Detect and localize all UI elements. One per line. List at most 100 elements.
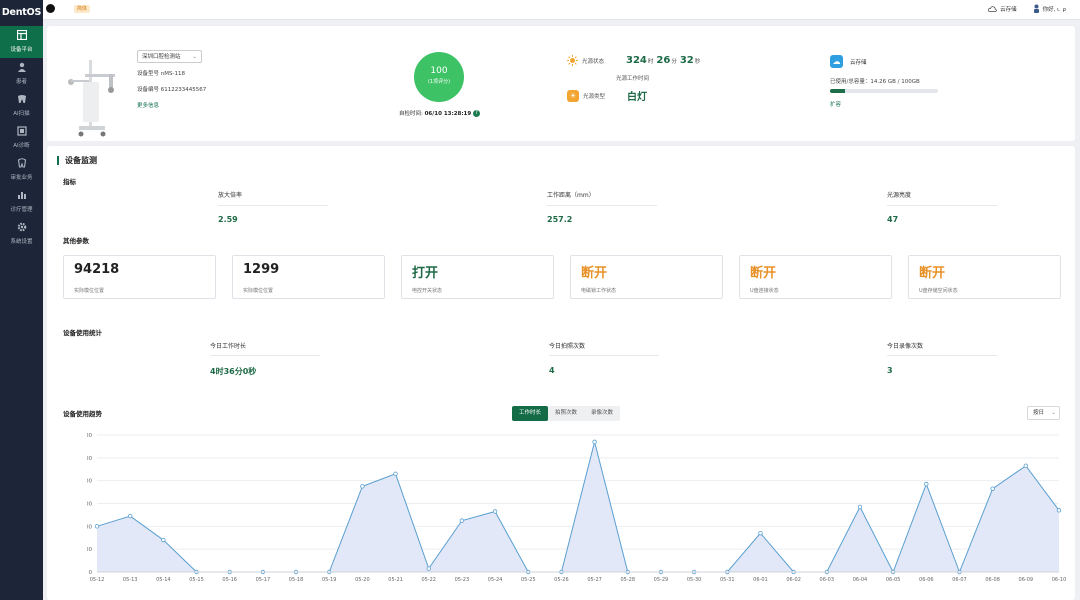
usage-value: 4时36分0秒 xyxy=(210,367,257,376)
x-tick-label: 05-25 xyxy=(521,577,536,583)
y-tick-label: 200 xyxy=(87,524,92,530)
param-card: 打开 电控开关状态 xyxy=(401,255,554,299)
cloud-icon xyxy=(988,5,997,12)
more-info-link[interactable]: 更多信息 xyxy=(137,103,160,109)
sidebar-item-label: AI诊断 xyxy=(13,143,30,149)
divider xyxy=(210,355,320,356)
data-point xyxy=(393,471,398,477)
x-tick-label: 05-14 xyxy=(156,577,171,583)
sidebar-item-approval[interactable]: 审批业务 xyxy=(0,154,43,186)
x-tick-label: 05-16 xyxy=(222,577,237,583)
light-type-row: ☀ 光源类型 白灯 xyxy=(567,88,647,103)
sidebar-item-label: 设备平台 xyxy=(10,47,33,53)
x-tick-label: 05-13 xyxy=(123,577,138,583)
light-work-time-caption: 光源工作时间 xyxy=(616,76,650,82)
x-tick-label: 06-01 xyxy=(753,577,768,583)
cloud-storage-icon: ☁ xyxy=(830,55,843,68)
usage-value: 4 xyxy=(549,366,555,375)
divider xyxy=(887,355,997,356)
light-type-value: 白灯 xyxy=(627,92,647,103)
indicators-title: 指标 xyxy=(63,178,76,186)
y-tick-label: 400 xyxy=(87,479,92,485)
cloud-storage-usage: 已使用/总容量：14.26 GB / 100GB xyxy=(830,79,920,85)
metric-value: 2.59 xyxy=(218,215,238,224)
cloud-link[interactable]: 云存储 xyxy=(988,5,1017,13)
x-tick-label: 06-10 xyxy=(1052,577,1067,583)
data-point xyxy=(492,509,498,514)
device-select[interactable]: 深圳口腔检测站 ⌄ xyxy=(137,50,202,63)
expand-storage-link[interactable]: 扩容 xyxy=(830,102,842,108)
metric-value: 47 xyxy=(887,215,899,224)
sidebar-item-ai-diagnosis[interactable]: AI诊断 xyxy=(0,122,43,154)
x-tick-label: 06-03 xyxy=(820,577,835,583)
param-value: 断开 xyxy=(750,266,777,281)
divider xyxy=(549,355,659,356)
sidebar-item-label: 诊疗管理 xyxy=(10,207,33,213)
health-score-label: (1项评分) xyxy=(427,79,451,85)
x-tick-label: 05-18 xyxy=(289,577,304,583)
y-tick-label: 300 xyxy=(87,502,92,508)
metric-value: 257.2 xyxy=(547,215,573,224)
x-tick-label: 05-26 xyxy=(554,577,569,583)
cloud-storage-progress-fill xyxy=(830,89,846,93)
param-label: U盘存储空间状态 xyxy=(919,288,958,294)
x-tick-label: 05-12 xyxy=(90,577,105,583)
x-tick-label: 06-07 xyxy=(952,577,967,583)
user-menu[interactable]: 你好, ι. ρ xyxy=(1033,4,1066,13)
patient-icon xyxy=(0,58,43,76)
x-tick-label: 05-31 xyxy=(720,577,735,583)
sidebar-item-treatment[interactable]: 诊疗管理 xyxy=(0,186,43,218)
param-card: 1299 实际模位位置 xyxy=(232,255,385,299)
sidebar-item-label: 患者 xyxy=(15,79,27,85)
param-card: 94218 实际模位位置 xyxy=(63,255,216,299)
usage-value: 3 xyxy=(887,366,893,375)
sidebar-item-patients[interactable]: 患者 xyxy=(0,58,43,90)
data-point xyxy=(360,484,365,489)
device-select-value: 深圳口腔检测站 xyxy=(142,54,181,60)
health-score: 100 xyxy=(430,66,448,76)
x-tick-label: 06-04 xyxy=(853,577,868,583)
param-label: 电控开关状态 xyxy=(412,288,443,294)
cloud-storage-title: 云存储 xyxy=(850,60,867,66)
divider xyxy=(547,205,657,206)
language-badge[interactable]: 简体 xyxy=(74,5,91,13)
tab-work-duration[interactable]: 工作时长 xyxy=(512,406,549,421)
help-icon[interactable]: ? xyxy=(472,110,480,117)
device-serial: 设备编号 6112233445567 xyxy=(137,87,207,93)
param-value: 1299 xyxy=(243,262,280,277)
sidebar-item-label: 系统设置 xyxy=(10,239,33,245)
x-tick-label: 05-27 xyxy=(587,577,602,583)
data-point xyxy=(127,513,133,519)
tab-photo-count[interactable]: 拍照次数 xyxy=(555,410,578,416)
tooth-icon xyxy=(0,90,43,108)
chart-icon xyxy=(0,186,43,204)
y-tick-label: 100 xyxy=(87,547,92,553)
tab-video-count[interactable]: 录像次数 xyxy=(591,410,614,416)
x-tick-label: 05-20 xyxy=(355,577,370,583)
x-tick-label: 06-02 xyxy=(786,577,801,583)
dashboard-icon xyxy=(0,26,43,44)
metric-label: 工作距离（mm） xyxy=(547,192,595,199)
x-tick-label: 05-24 xyxy=(488,577,503,583)
param-label: U盘连接状态 xyxy=(750,288,779,294)
param-card: 断开 U盘连接状态 xyxy=(739,255,892,299)
device-overview-card: 深圳口腔检测站 ⌄ 设备型号 nMS-118 设备编号 611223344556… xyxy=(47,26,1075,141)
sidebar-item-settings[interactable]: 系统设置 xyxy=(0,218,43,250)
bulb-icon: ☀ xyxy=(567,89,579,102)
data-point xyxy=(857,504,863,510)
param-card: 断开 U盘存储空间状态 xyxy=(908,255,1061,299)
data-point xyxy=(426,566,431,571)
sidebar-item-ai-scan[interactable]: AI扫描 xyxy=(0,90,43,122)
sun-icon xyxy=(567,55,578,66)
microscope-image xyxy=(68,60,115,137)
x-tick-label: 05-19 xyxy=(322,577,337,583)
param-label: 实际模位位置 xyxy=(243,288,274,294)
data-point xyxy=(1023,463,1029,469)
tooth-icon xyxy=(0,154,43,172)
menu-toggle-icon[interactable] xyxy=(46,4,55,13)
usage-label: 今日拍照次数 xyxy=(549,343,586,350)
sidebar-item-device-platform[interactable]: 设备平台 xyxy=(0,26,43,58)
light-type-label: 光源类型 xyxy=(583,93,606,100)
range-select[interactable]: 按日 ⌄ xyxy=(1027,406,1060,420)
data-point xyxy=(592,439,597,445)
